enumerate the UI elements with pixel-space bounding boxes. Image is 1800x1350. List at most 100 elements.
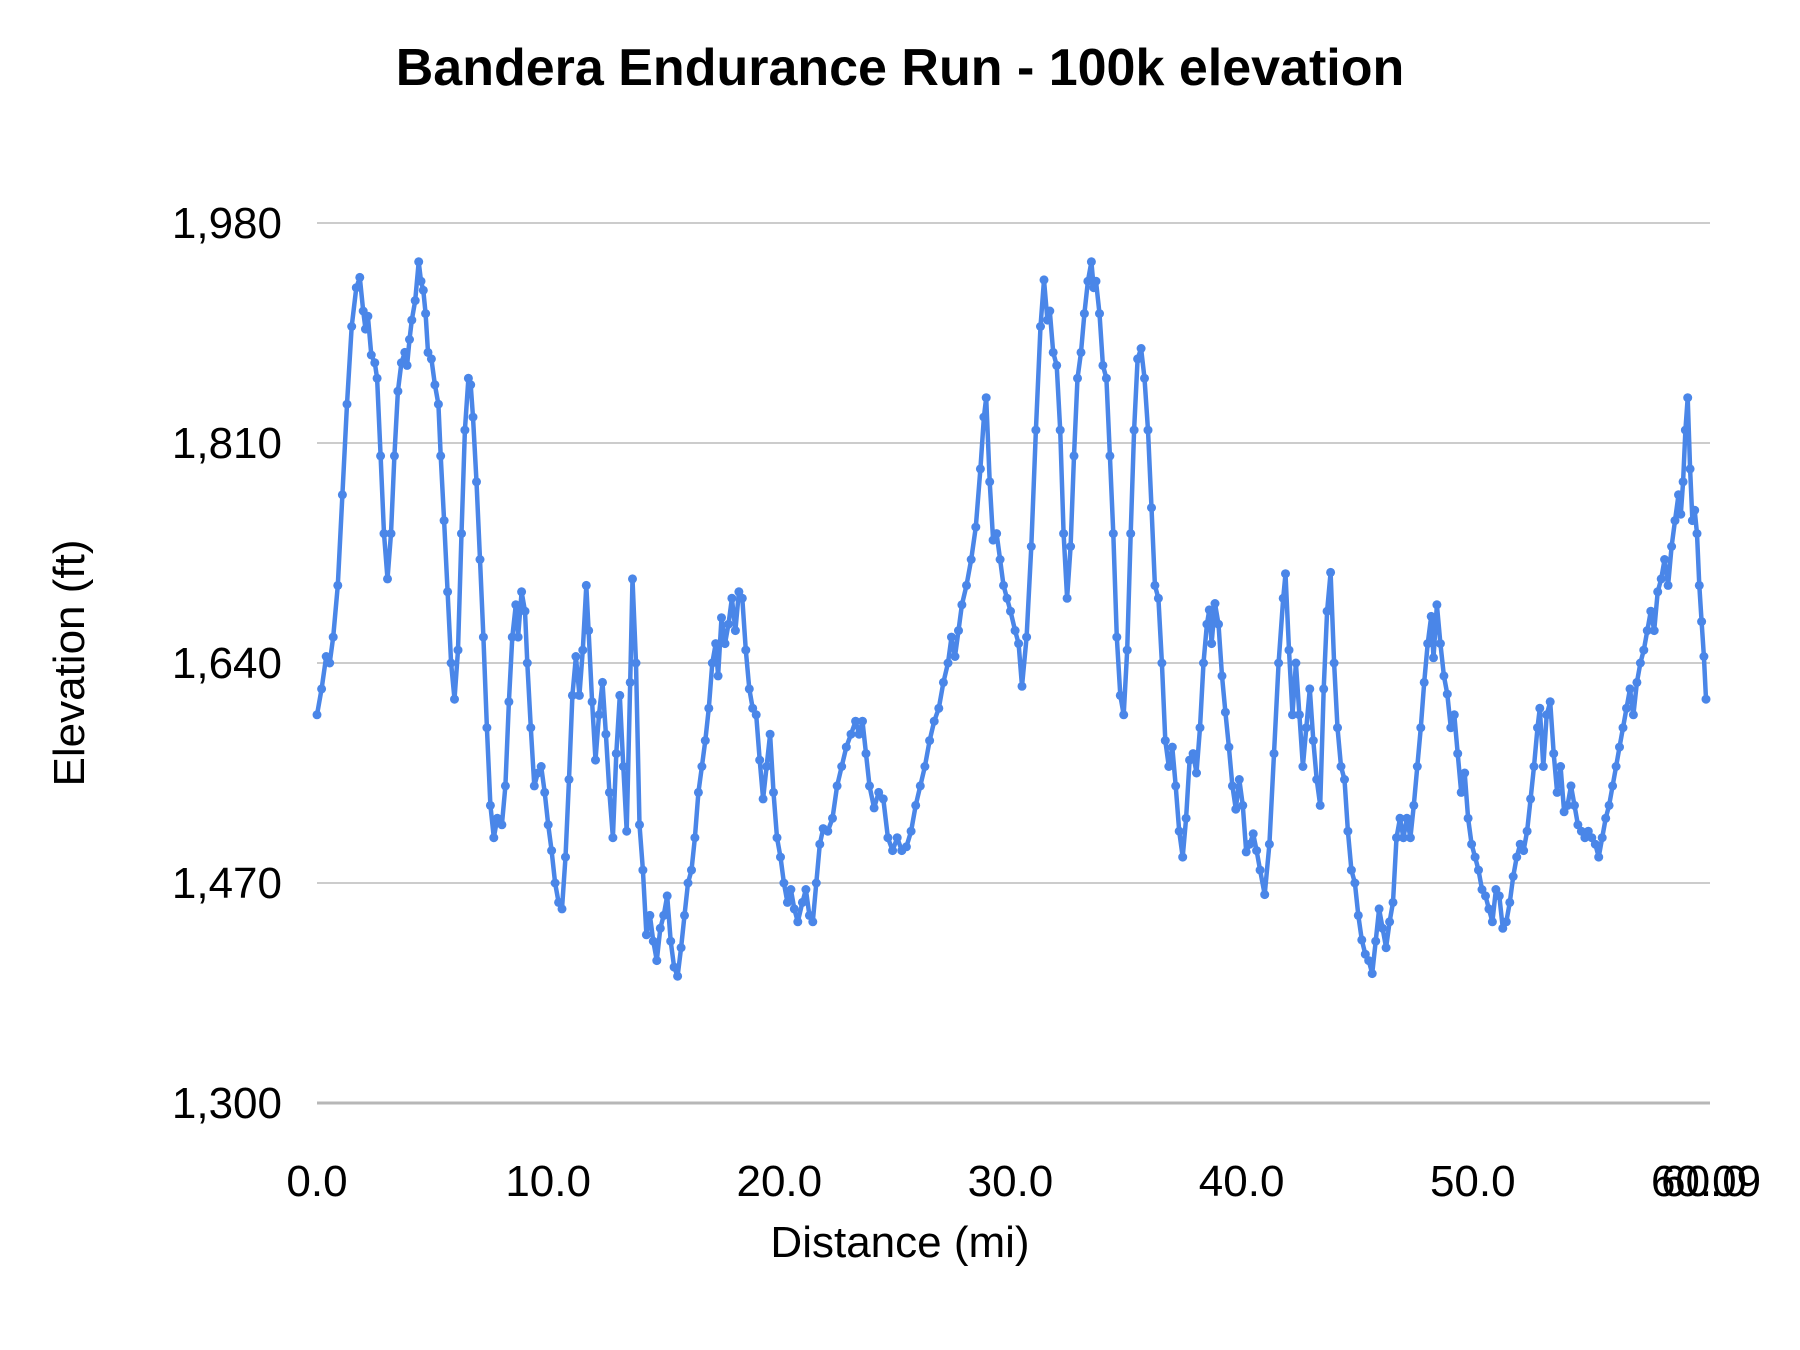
data-point-marker (489, 833, 499, 843)
data-point-marker (782, 897, 792, 907)
data-point-marker (669, 962, 679, 972)
data-point-marker (1660, 555, 1670, 564)
data-point-marker (1412, 762, 1422, 771)
data-point-marker (631, 658, 641, 668)
data-point-marker (466, 380, 476, 390)
data-point-marker (1542, 710, 1552, 720)
data-point-marker (1353, 910, 1363, 920)
data-point-marker (1202, 619, 1212, 629)
data-point-marker (888, 846, 898, 856)
data-point-marker (601, 729, 611, 739)
data-point-marker (846, 729, 856, 739)
data-point-marker (1367, 969, 1377, 979)
data-point-marker (1241, 847, 1251, 857)
data-point-marker (1635, 658, 1645, 668)
data-point-marker (1494, 891, 1504, 901)
x-tick-label: 40.0 (1199, 1157, 1285, 1206)
data-point-marker (1252, 846, 1262, 856)
data-point-marker (1594, 852, 1604, 862)
data-point-marker (906, 826, 916, 836)
data-point-marker (1381, 943, 1391, 953)
data-point-marker (1676, 509, 1686, 519)
data-point-marker (1556, 762, 1566, 771)
data-point-marker (526, 723, 536, 733)
data-point-marker (1484, 904, 1494, 914)
data-point-marker (615, 690, 625, 700)
data-point-marker (717, 613, 726, 623)
data-point-marker (485, 800, 495, 810)
data-point-marker (1398, 833, 1408, 843)
data-point-marker (1426, 611, 1436, 621)
data-point-marker (1039, 275, 1049, 285)
data-point-marker (865, 781, 874, 791)
data-point-marker (981, 393, 991, 403)
data-point-marker (1062, 593, 1072, 603)
data-point-marker (1680, 425, 1690, 435)
data-point-marker (1692, 529, 1702, 539)
data-point-marker (938, 677, 948, 687)
data-point-marker (1174, 826, 1184, 836)
data-point-marker (1073, 373, 1082, 383)
data-point-marker (1519, 846, 1529, 856)
data-point-marker (1501, 917, 1511, 927)
data-point-marker (1002, 593, 1012, 603)
data-point-marker (1409, 800, 1419, 810)
data-point-marker (1312, 775, 1322, 784)
data-point-marker (808, 917, 818, 927)
data-point-marker (1133, 354, 1143, 364)
data-point-marker (1260, 890, 1270, 900)
data-point-marker (823, 826, 833, 836)
data-point-marker (779, 878, 789, 888)
data-point-marker (995, 555, 1005, 564)
data-point-marker (762, 762, 772, 771)
data-point-marker (1076, 347, 1086, 357)
data-point-marker (737, 593, 747, 603)
data-point-marker (925, 736, 935, 746)
data-point-marker (418, 285, 428, 295)
data-point-marker (436, 451, 446, 461)
data-point-marker (1416, 723, 1426, 733)
data-point-marker (1042, 315, 1052, 325)
data-point-marker (954, 626, 963, 636)
data-point-marker (707, 658, 717, 668)
data-point-marker (561, 852, 570, 862)
data-point-marker (915, 781, 925, 791)
data-point-marker (680, 910, 689, 920)
data-point-marker (975, 464, 985, 474)
data-point-marker (730, 626, 740, 636)
data-point-marker (1143, 425, 1153, 435)
data-point-marker (1204, 605, 1214, 615)
data-point-marker (372, 373, 382, 383)
data-point-marker (1095, 309, 1104, 319)
data-point-marker (1045, 306, 1055, 316)
data-point-marker (1022, 632, 1032, 642)
data-point-marker (704, 703, 714, 713)
data-point-marker (638, 865, 648, 875)
data-point-marker (1301, 723, 1311, 733)
data-point-marker (966, 555, 976, 564)
data-point-marker (468, 412, 478, 422)
y-tick-label: 1,300 (172, 1079, 282, 1128)
data-point-marker (1178, 852, 1188, 862)
data-point-marker (1690, 505, 1700, 515)
data-point-marker (457, 529, 466, 539)
data-point-marker (1615, 742, 1624, 752)
data-point-marker (950, 652, 960, 661)
data-point-marker (1333, 723, 1342, 733)
data-point-marker (772, 833, 782, 843)
data-point-marker (662, 891, 672, 901)
data-point-marker (1697, 617, 1707, 627)
data-point-marker (1129, 425, 1139, 435)
data-point-marker (426, 354, 436, 364)
data-point-marker (789, 904, 799, 914)
data-point-marker (363, 311, 373, 321)
data-point-marker (720, 639, 730, 649)
data-point-marker (957, 600, 967, 610)
data-point-marker (482, 723, 492, 733)
data-point-marker (497, 820, 507, 830)
data-point-marker (1508, 872, 1518, 881)
data-point-marker (690, 833, 700, 843)
data-point-marker (1167, 742, 1177, 752)
data-point-marker (328, 632, 338, 642)
